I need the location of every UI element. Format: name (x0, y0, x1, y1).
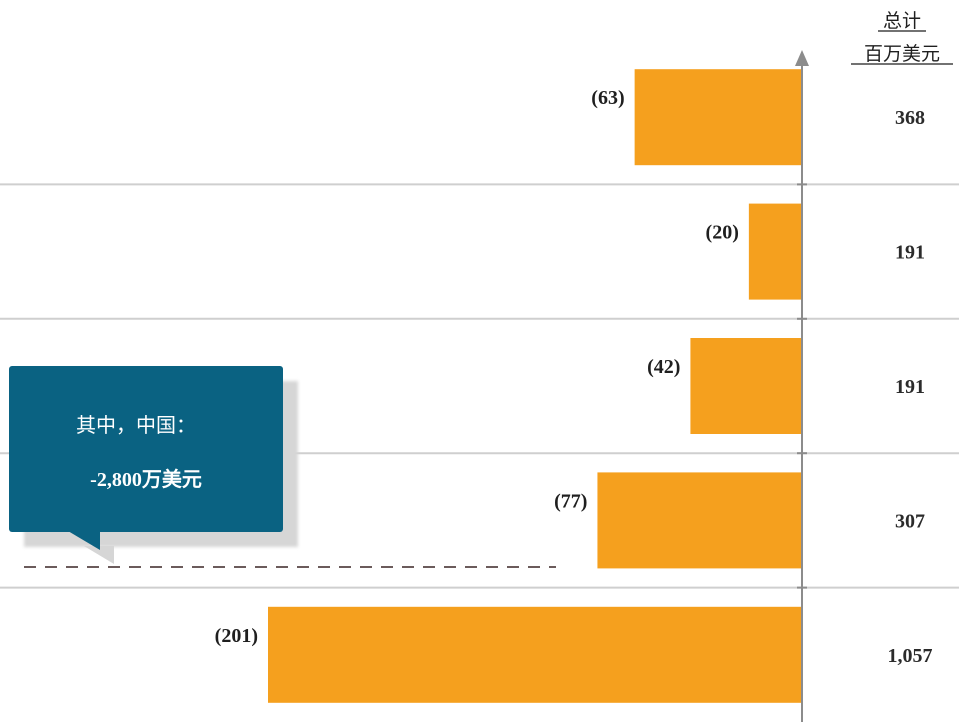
bar (268, 606, 802, 703)
bar (748, 203, 802, 300)
axis-arrow-icon (795, 50, 809, 66)
row-total-label: 307 (895, 510, 925, 532)
header-unit-label: 百万美元 (864, 43, 940, 65)
bar-value-label: (63) (591, 87, 624, 109)
bar-value-label: (20) (706, 222, 739, 244)
bar-value-label: (201) (215, 625, 258, 647)
value-labels-group: (63) (20) (42) (77) (201) (215, 87, 739, 647)
bar (690, 338, 802, 434)
row-total-label: 191 (895, 376, 925, 398)
callout-text-line2: -2,800万美元 (90, 467, 202, 491)
callout-body (9, 366, 283, 532)
callout-tail (68, 531, 100, 550)
header-total-label: 总计 (883, 10, 921, 32)
bar (597, 472, 802, 569)
bar (634, 69, 802, 166)
row-total-label: 191 (895, 242, 925, 264)
bar-value-label: (42) (647, 356, 680, 378)
row-total-label: 368 (895, 107, 925, 129)
zero-axis (795, 50, 809, 722)
bars-group (268, 69, 802, 703)
callout-text-line1: 其中，中国： (76, 413, 196, 437)
row-total-label: 1,057 (888, 645, 933, 667)
total-labels-group: 368 191 191 307 1,057 (888, 107, 933, 667)
callout-tail-shadow (84, 546, 114, 564)
callout-box: 其中，中国： -2,800万美元 (9, 366, 298, 564)
bar-value-label: (77) (554, 490, 587, 512)
